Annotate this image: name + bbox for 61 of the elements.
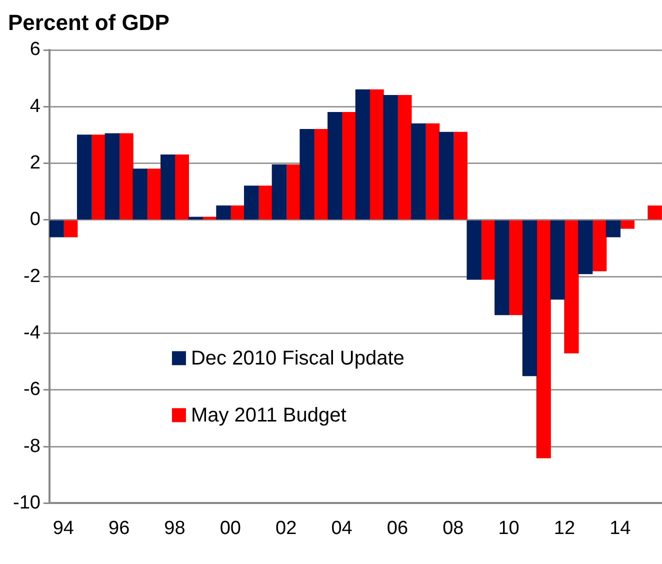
y-tick-label: -2 <box>24 266 40 287</box>
bar <box>76 134 92 220</box>
y-tick-label: -10 <box>12 492 40 514</box>
x-tick-label: 04 <box>331 518 353 539</box>
bar <box>216 205 231 220</box>
bar <box>411 123 426 220</box>
y-tick-label: -4 <box>24 322 41 344</box>
bar <box>328 112 342 220</box>
bar <box>466 220 482 280</box>
bar <box>49 220 64 238</box>
bar <box>90 134 106 220</box>
bar <box>606 220 620 238</box>
bar <box>536 220 551 458</box>
y-tick-label: -6 <box>24 379 40 400</box>
bar <box>424 123 440 220</box>
bar <box>230 205 245 220</box>
y-tick-label: -8 <box>24 436 40 457</box>
chart-title: Percent of GDP <box>8 10 170 36</box>
bar <box>648 205 662 220</box>
y-tick-label: 2 <box>30 152 40 174</box>
x-tick-label: 94 <box>52 518 74 539</box>
bar <box>118 133 134 220</box>
bar <box>397 94 412 220</box>
bar <box>578 220 593 274</box>
bar <box>438 132 454 220</box>
bar <box>174 154 189 220</box>
bar <box>146 168 162 220</box>
bar <box>272 164 286 220</box>
bar <box>63 220 78 238</box>
x-tick-label: 10 <box>498 518 520 539</box>
bar <box>104 133 120 220</box>
bar <box>355 89 370 220</box>
x-tick-label: 00 <box>220 518 241 539</box>
x-tick-label: 96 <box>108 518 130 539</box>
x-tick-label: 14 <box>610 518 632 539</box>
y-tick-label: 0 <box>30 209 40 230</box>
bar <box>550 220 565 300</box>
bar <box>132 168 148 220</box>
bar <box>258 186 273 220</box>
bar <box>494 220 510 316</box>
y-tick-label: 4 <box>30 96 41 117</box>
x-tick-label: 06 <box>386 518 408 539</box>
bar <box>522 220 537 376</box>
x-tick-label: 12 <box>554 518 576 539</box>
x-tick-label: 98 <box>164 518 186 539</box>
bar <box>300 128 314 220</box>
bar <box>160 154 176 220</box>
bar <box>452 132 468 220</box>
bar <box>244 186 259 220</box>
bar <box>341 112 356 220</box>
bar <box>383 94 398 220</box>
x-tick-label: 02 <box>276 518 297 539</box>
bar <box>564 220 579 354</box>
bar <box>508 220 524 316</box>
y-tick-label: 6 <box>30 39 40 60</box>
legend-label: Dec 2010 Fiscal Update <box>190 348 404 370</box>
bar <box>188 216 203 220</box>
legend-label: May 2011 Budget <box>190 404 347 427</box>
bar <box>592 220 607 272</box>
bar <box>620 220 634 229</box>
x-tick-label: 08 <box>442 518 464 539</box>
